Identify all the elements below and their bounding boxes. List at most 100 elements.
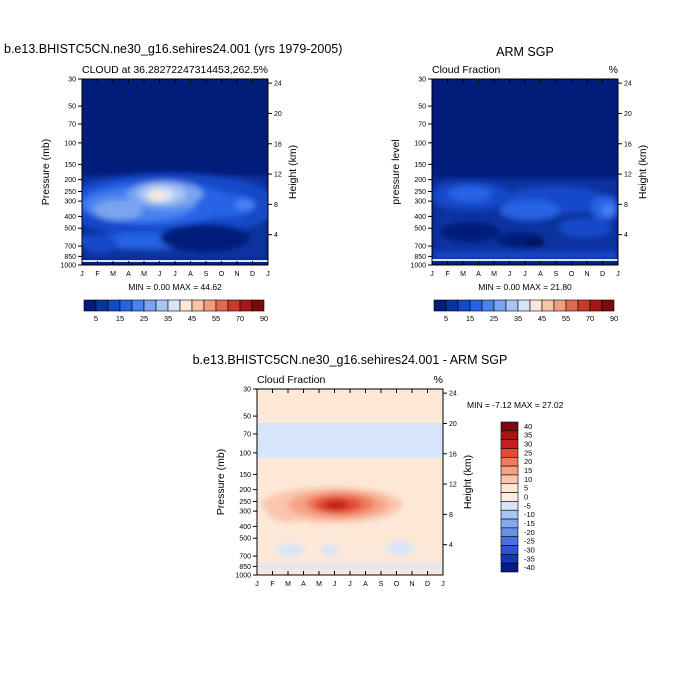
colorbar-swatch — [500, 554, 519, 564]
panel-c-heatmap — [257, 389, 443, 575]
colorbar-swatch — [83, 299, 97, 312]
y-tick-label: 850 — [64, 254, 76, 261]
y-tick-label: 70 — [68, 121, 76, 128]
panel-c-subtitle: Cloud Fraction — [257, 374, 325, 386]
panel-b-stats: MIN = 0.00 MAX = 21.80 — [478, 282, 572, 292]
y-tick-label: 150 — [239, 472, 251, 479]
colorbar-label: 25 — [490, 314, 498, 323]
panel-b-ylabel-right: Height (km) — [637, 145, 649, 199]
colorbar-swatch — [119, 299, 133, 312]
colorbar-label: 45 — [188, 314, 196, 323]
x-tick-label: A — [188, 271, 193, 278]
panel-b-unit: % — [609, 64, 618, 76]
y-tick-label: 70 — [243, 431, 251, 438]
colorbar-swatch — [95, 299, 109, 312]
colorbar-swatch — [500, 439, 519, 449]
colorbar-swatch — [457, 299, 471, 312]
x-tick-label: S — [554, 271, 559, 278]
x-tick-label: J — [348, 581, 352, 588]
panel-c-ylabel-right: Height (km) — [462, 455, 474, 509]
height-tick-label: 4 — [624, 232, 628, 239]
height-tick-label: 4 — [449, 542, 453, 549]
colorbar-label: -35 — [524, 554, 535, 563]
x-tick-label: J — [508, 271, 512, 278]
colorbar-label: -25 — [524, 537, 535, 546]
x-tick-label: M — [110, 271, 116, 278]
height-tick-label: 8 — [449, 512, 453, 519]
y-tick-label: 400 — [414, 214, 426, 221]
y-tick-label: 250 — [239, 499, 251, 506]
colorbar-swatch — [469, 299, 483, 312]
colorbar-swatch — [500, 456, 519, 467]
x-tick-label: J — [173, 271, 177, 278]
y-tick-label: 300 — [414, 199, 426, 206]
height-tick-label: 24 — [449, 391, 457, 398]
x-tick-label: N — [584, 271, 589, 278]
colorbar-swatch — [493, 299, 507, 312]
colorbar-swatch — [500, 509, 519, 520]
colorbar-swatch — [601, 299, 615, 312]
colorbar-label: 15 — [524, 466, 532, 475]
y-tick-label: 50 — [68, 104, 76, 111]
panel-b-ylabel: pressure level — [390, 139, 402, 204]
y-tick-label: 500 — [64, 226, 76, 233]
colorbar-swatch — [203, 299, 217, 312]
colorbar-label: 20 — [524, 457, 532, 466]
y-tick-label: 250 — [64, 189, 76, 196]
colorbar-label: 10 — [524, 475, 532, 484]
colorbar-swatch — [529, 299, 543, 312]
height-tick-label: 4 — [274, 232, 278, 239]
height-tick-label: 20 — [449, 421, 457, 428]
colorbar-swatch — [167, 299, 181, 312]
y-tick-label: 700 — [64, 244, 76, 251]
colorbar-swatch — [589, 299, 603, 312]
panel-b-subtitle: Cloud Fraction — [432, 64, 500, 76]
colorbar-swatch — [500, 518, 519, 529]
y-tick-label: 30 — [243, 387, 251, 394]
colorbar-swatch — [179, 299, 193, 312]
y-tick-label: 250 — [414, 189, 426, 196]
colorbar-label: 15 — [116, 314, 124, 323]
colorbar-label: -30 — [524, 545, 535, 554]
colorbar-swatch — [577, 299, 591, 312]
colorbar-swatch — [251, 299, 265, 312]
height-tick-label: 16 — [624, 141, 632, 148]
colorbar-label: 25 — [140, 314, 148, 323]
colorbar-swatch — [500, 492, 519, 502]
y-tick-label: 100 — [414, 140, 426, 147]
colorbar-label: 70 — [236, 314, 244, 323]
colorbar-swatch — [143, 299, 157, 312]
y-tick-label: 50 — [243, 414, 251, 421]
colorbar-swatch — [481, 299, 495, 312]
x-tick-label: A — [126, 271, 131, 278]
panel-a-unit: % — [259, 64, 268, 76]
colorbar-swatch — [500, 474, 519, 485]
colorbar-label: 0 — [524, 493, 528, 502]
x-tick-label: M — [285, 581, 291, 588]
y-tick-label: 150 — [64, 162, 76, 169]
x-tick-label: J — [430, 271, 434, 278]
panel-arm-sgp: ARM SGP Cloud Fraction % J F M A M J J A S O N — [390, 45, 649, 323]
x-tick-label: J — [80, 271, 84, 278]
colorbar-label: 55 — [562, 314, 570, 323]
y-tick-label: 100 — [239, 450, 251, 457]
height-tick-label: 20 — [624, 111, 632, 118]
panel-a-ylabel: Pressure (mb) — [40, 139, 52, 206]
colorbar-swatch — [500, 545, 519, 555]
y-tick-label: 150 — [414, 162, 426, 169]
colorbar-label: 55 — [212, 314, 220, 323]
colorbar-swatch — [500, 527, 519, 538]
colorbar-label: 40 — [524, 422, 532, 431]
height-tick-label: 16 — [274, 141, 282, 148]
y-tick-label: 70 — [418, 121, 426, 128]
y-tick-label: 200 — [239, 487, 251, 494]
panel-a-title: b.e13.BHISTC5CN.ne30_g16.sehires24.001 (… — [4, 42, 342, 56]
colorbar-label: -15 — [524, 519, 535, 528]
panel-a-ylabel-right: Height (km) — [287, 145, 299, 199]
colorbar-swatch — [517, 299, 531, 312]
colorbar-label: 90 — [610, 314, 618, 323]
x-tick-label: N — [409, 581, 414, 588]
height-tick-label: 16 — [449, 451, 457, 458]
x-tick-label: A — [476, 271, 481, 278]
